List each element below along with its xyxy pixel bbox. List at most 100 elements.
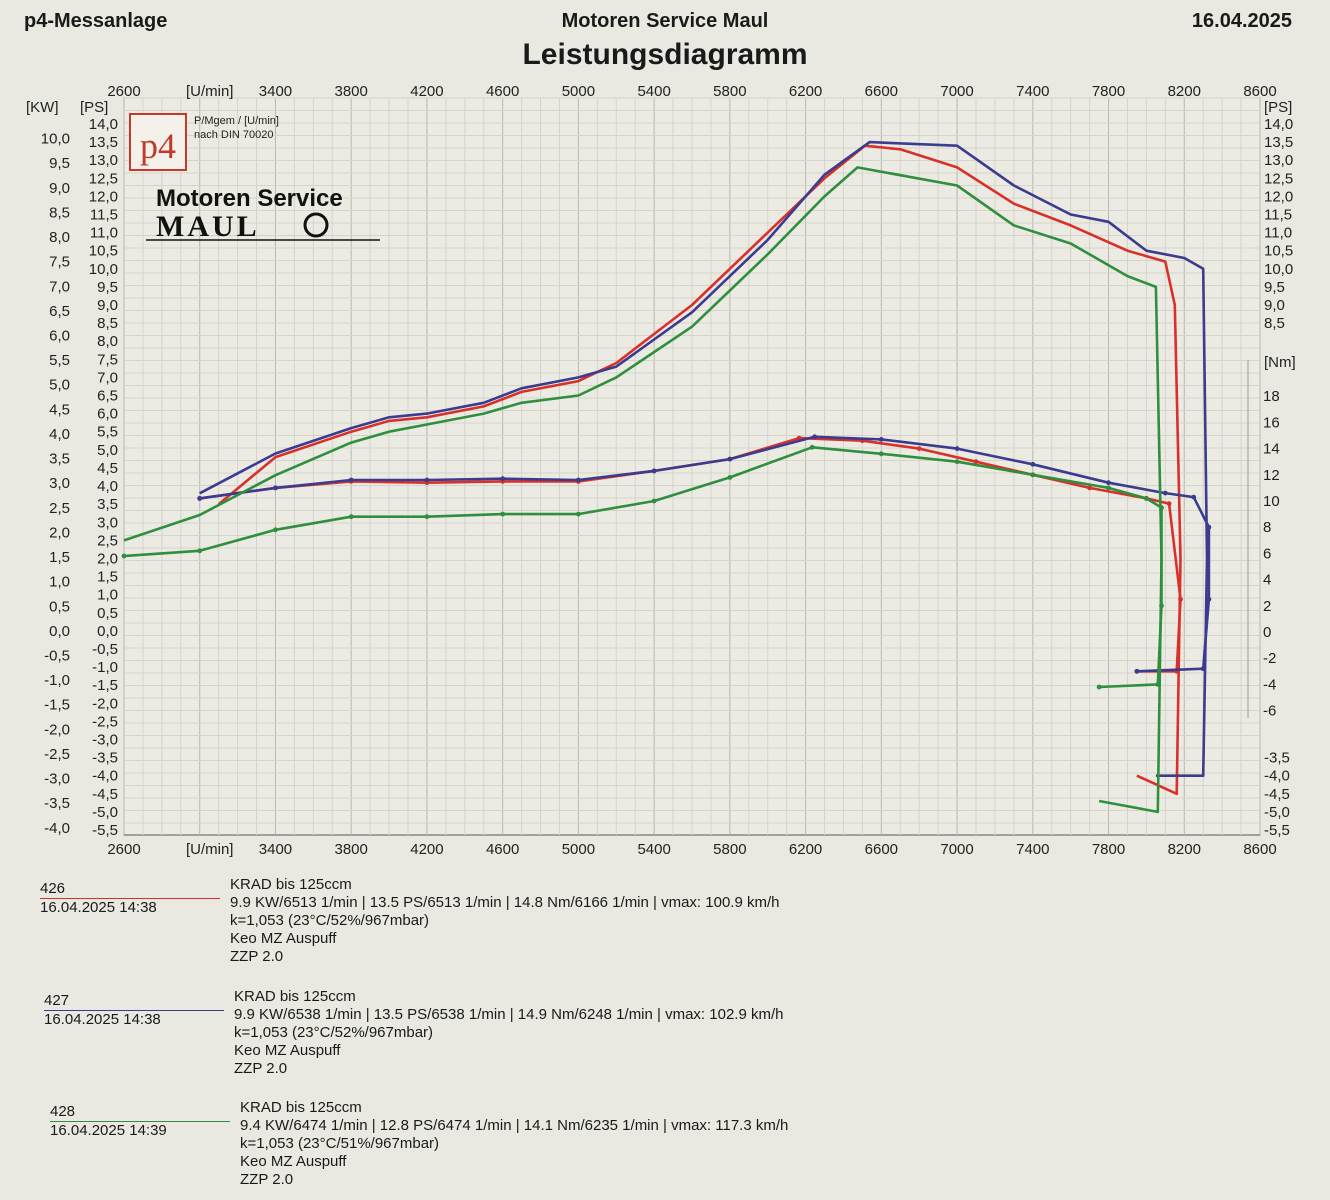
x-tick-label-top: 4200 bbox=[410, 83, 443, 100]
ps-right-tick-label: 8,5 bbox=[1264, 315, 1285, 332]
x-tick-label-bottom: 8600 bbox=[1243, 841, 1276, 858]
kw-tick-label: 9,0 bbox=[49, 180, 70, 197]
torque-point-427 bbox=[500, 476, 506, 482]
ps-tick-label: 12,0 bbox=[89, 188, 118, 205]
x-tick-label-top: 5000 bbox=[562, 83, 595, 100]
ps-tick-label: 10,5 bbox=[89, 243, 118, 260]
ps-tick-label: -1,5 bbox=[92, 677, 118, 694]
kw-tick-label: -2,0 bbox=[44, 721, 70, 738]
nm-tick-label: 12 bbox=[1263, 467, 1280, 484]
logo: p4 P/Mgem / [U/min] nach DIN 70020 Motor… bbox=[129, 113, 380, 243]
logo-note-2: nach DIN 70020 bbox=[194, 129, 274, 141]
x-tick-label-top: 7000 bbox=[940, 83, 973, 100]
kw-tick-label: -4,0 bbox=[44, 820, 70, 837]
torque-point-427 bbox=[576, 477, 581, 483]
ps-right-axis-label: [PS] bbox=[1264, 99, 1292, 116]
x-tick-label-top: 6200 bbox=[789, 83, 822, 100]
ps-tick-label: 3,0 bbox=[97, 514, 118, 531]
ps-tick-label: 6,5 bbox=[97, 388, 118, 405]
legend-run-details: KRAD bis 125ccm 9.9 KW/6538 1/min | 13.5 … bbox=[234, 988, 783, 1078]
x-tick-label-top: 3800 bbox=[335, 83, 368, 100]
kw-tick-label: 0,0 bbox=[49, 623, 70, 640]
ps-right-tick-label: 10,5 bbox=[1264, 243, 1293, 260]
ps-tick-label: 8,5 bbox=[97, 315, 118, 332]
ps-tick-label: 5,0 bbox=[97, 442, 118, 459]
x-tick-label-top: 3400 bbox=[259, 83, 292, 100]
ps-tick-label: 8,0 bbox=[97, 333, 118, 350]
ps-tick-label: 13,0 bbox=[89, 152, 118, 169]
legend-detail-line4: Keo MZ Auspuff bbox=[234, 1042, 341, 1059]
ps-tick-label: -4,5 bbox=[92, 786, 118, 803]
torque-point-428 bbox=[809, 444, 815, 450]
ps-tick-label: -2,0 bbox=[92, 695, 118, 712]
legend-detail-line5: ZZP 2.0 bbox=[240, 1171, 294, 1188]
legend-run-details: KRAD bis 125ccm 9.4 KW/6474 1/min | 12.8 … bbox=[240, 1099, 788, 1189]
torque-point-428 bbox=[197, 548, 203, 554]
legend-run-date: 16.04.2025 14:38 bbox=[40, 899, 157, 916]
nm-tick-label: 16 bbox=[1263, 414, 1280, 431]
curves bbox=[121, 140, 1212, 814]
ps-right-lower-tick-label: -4,0 bbox=[1264, 768, 1290, 785]
legend-run-details: KRAD bis 125ccm 9.9 KW/6513 1/min | 13.5 … bbox=[230, 876, 779, 966]
kw-tick-label: 7,0 bbox=[49, 278, 70, 295]
ps-tick-label: -5,5 bbox=[92, 822, 118, 839]
x-tick-label-top: 5800 bbox=[713, 83, 746, 100]
ps-right-lower-tick-label: -5,5 bbox=[1264, 822, 1290, 839]
torque-point-427 bbox=[1200, 666, 1206, 672]
kw-axis-label: [KW] bbox=[26, 99, 59, 116]
ps-tick-label: 0,0 bbox=[97, 623, 118, 640]
ps-right-tick-label: 14,0 bbox=[1264, 116, 1293, 133]
torque-point-428 bbox=[1106, 485, 1111, 491]
kw-tick-label: 5,0 bbox=[49, 377, 70, 394]
torque-point-428 bbox=[878, 451, 884, 457]
kw-tick-label: 3,0 bbox=[49, 475, 70, 492]
ps-tick-label: -0,5 bbox=[92, 641, 118, 658]
x-tick-label-bottom: 4600 bbox=[486, 841, 519, 858]
nm-tick-label: 6 bbox=[1263, 545, 1271, 562]
kw-tick-label: 2,5 bbox=[49, 500, 70, 517]
ps-tick-label: 14,0 bbox=[89, 116, 118, 133]
ps-tick-label: 11,5 bbox=[90, 207, 118, 224]
kw-tick-label: 8,5 bbox=[49, 204, 70, 221]
torque-point-428 bbox=[1159, 603, 1164, 609]
x-tick-label-top: 4600 bbox=[486, 83, 519, 100]
legend-run-id: 427 bbox=[44, 992, 224, 1011]
ps-tick-label: 2,5 bbox=[97, 532, 118, 549]
x-tick-label-top: 2600 bbox=[107, 83, 140, 100]
torque-point-428 bbox=[1144, 496, 1149, 501]
ps-tick-label: -3,5 bbox=[92, 750, 118, 767]
ps-right-lower-tick-label: -5,0 bbox=[1264, 804, 1290, 821]
x-tick-label-bottom: 7000 bbox=[940, 841, 973, 858]
kw-tick-label: 4,0 bbox=[49, 426, 70, 443]
ps-right-tick-label: 9,5 bbox=[1264, 279, 1285, 296]
x-tick-label-top: 5400 bbox=[637, 83, 670, 100]
header-center: Motoren Service Maul bbox=[561, 10, 769, 32]
torque-point-427 bbox=[727, 456, 733, 462]
torque-point-427 bbox=[651, 468, 657, 474]
nm-tick-label: -6 bbox=[1263, 703, 1276, 720]
kw-tick-label: -3,0 bbox=[44, 771, 70, 788]
x-tick-label-bottom: 4200 bbox=[410, 841, 443, 858]
legend-detail-line5: ZZP 2.0 bbox=[234, 1060, 288, 1077]
x-tick-label-bottom: 6200 bbox=[789, 841, 822, 858]
torque-point-428 bbox=[727, 475, 733, 480]
kw-tick-label: -0,5 bbox=[44, 647, 70, 664]
kw-tick-label: 7,5 bbox=[49, 254, 70, 271]
x-tick-label-top: [U/min] bbox=[186, 83, 234, 100]
legend-detail-line3: k=1,053 (23°C/51%/967mbar) bbox=[240, 1135, 440, 1152]
ps-tick-label: 5,5 bbox=[97, 424, 118, 441]
ps-right-lower-tick-label: -3,5 bbox=[1264, 750, 1290, 767]
legend-detail-line1: KRAD bis 125ccm bbox=[240, 1099, 362, 1116]
x-tick-label-top: 8600 bbox=[1243, 83, 1276, 100]
x-tick-label-bottom: [U/min] bbox=[186, 841, 234, 858]
torque-point-427 bbox=[424, 477, 430, 483]
torque-point-428 bbox=[121, 553, 127, 559]
x-tick-label-bottom: 5800 bbox=[713, 841, 746, 858]
torque-point-427 bbox=[273, 485, 278, 491]
torque-point-426 bbox=[1178, 596, 1183, 602]
kw-tick-label: 9,5 bbox=[49, 155, 70, 172]
x-tick-label-bottom: 5000 bbox=[562, 841, 595, 858]
ps-tick-label: 13,5 bbox=[89, 134, 118, 151]
kw-tick-label: -2,5 bbox=[44, 746, 70, 763]
ps-axis-label: [PS] bbox=[80, 99, 108, 116]
